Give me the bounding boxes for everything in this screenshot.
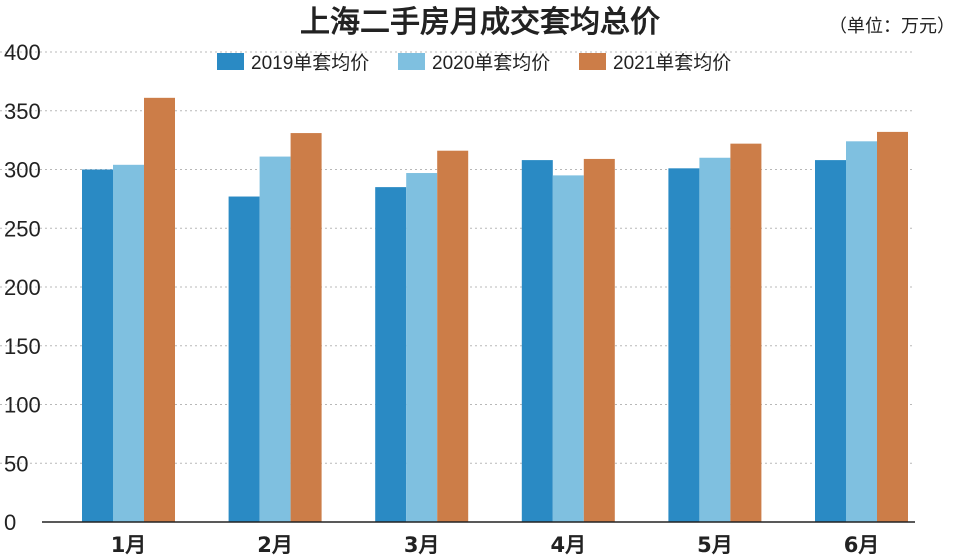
y-tick-label: 400 (4, 40, 41, 65)
legend-swatch (579, 53, 606, 70)
bar (583, 158, 615, 523)
bar (668, 168, 700, 522)
bar (82, 169, 113, 522)
y-tick-label: 0 (4, 510, 16, 535)
legend-label: 2019单套均价 (251, 52, 369, 74)
x-tick-label: 6月 (844, 533, 880, 555)
x-tick-label: 1月 (111, 533, 147, 555)
chart-title: 上海二手房月成交套均总价 (300, 5, 660, 40)
y-tick-label: 350 (4, 99, 41, 124)
bar (406, 173, 438, 522)
bar (815, 160, 846, 522)
y-tick-label: 200 (4, 275, 41, 300)
y-tick-label: 150 (4, 334, 41, 359)
bar (552, 175, 584, 522)
x-tick-label: 2月 (257, 533, 293, 555)
bars (82, 97, 908, 523)
bar (375, 187, 407, 522)
y-axis-ticks: 0 50 100 150 200 250 300 350 400 (4, 40, 41, 535)
bar (521, 160, 553, 522)
y-tick-label: 300 (4, 158, 41, 183)
x-tick-label: 4月 (550, 533, 586, 555)
bar (144, 97, 175, 522)
y-tick-label: 250 (4, 216, 41, 241)
bar (846, 141, 877, 523)
y-tick-label: 100 (4, 393, 41, 418)
bar (699, 157, 731, 522)
legend-label: 2020单套均价 (432, 52, 550, 74)
x-tick-label: 3月 (404, 533, 440, 555)
x-axis-ticks: 1月 2月 3月 4月 5月 6月 (111, 533, 880, 555)
bar (113, 164, 144, 523)
bar (437, 150, 469, 522)
legend: 2019单套均价 2020单套均价 2021单套均价 (217, 52, 731, 74)
y-tick-label: 50 (4, 451, 28, 476)
x-tick-label: 5月 (697, 533, 733, 555)
legend-swatch (398, 53, 425, 70)
unit-label: （单位：万元） (829, 16, 955, 37)
bar (290, 133, 322, 522)
bar (730, 143, 762, 522)
bar (228, 196, 260, 522)
bar (259, 156, 291, 522)
bar (877, 131, 908, 522)
legend-label: 2021单套均价 (613, 52, 731, 74)
legend-swatch (217, 53, 244, 70)
